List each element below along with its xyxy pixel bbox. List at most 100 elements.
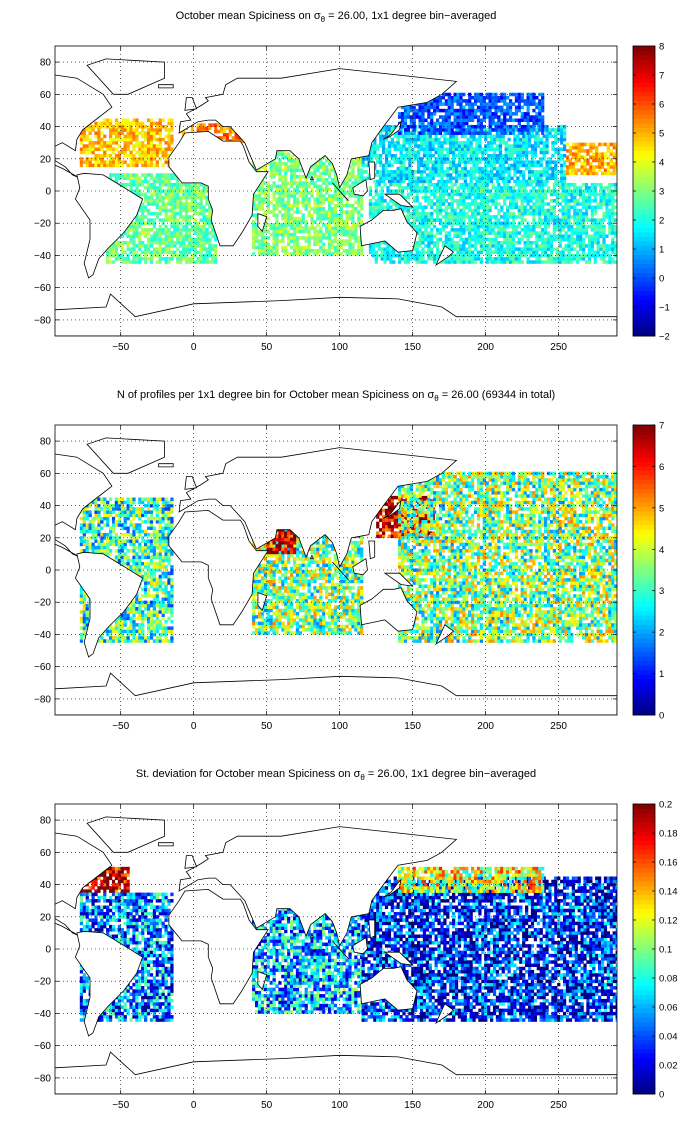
data-bin [187, 208, 192, 213]
data-bin [408, 153, 412, 158]
data-bin [167, 231, 171, 235]
data-bin [252, 197, 256, 201]
data-bin [527, 141, 532, 145]
data-bin [287, 187, 291, 192]
data-bin [187, 202, 192, 206]
data-bin [149, 199, 154, 203]
data-bin [298, 191, 302, 195]
data-bin [544, 218, 548, 222]
data-bin [519, 160, 523, 164]
data-bin [126, 128, 130, 132]
data-bin [497, 99, 501, 103]
data-bin [535, 195, 539, 200]
data-bin [415, 205, 419, 210]
data-bin [327, 232, 332, 237]
data-bin [109, 250, 113, 255]
data-bin [330, 197, 335, 201]
data-bin [517, 205, 521, 210]
data-bin [546, 247, 551, 251]
data-bin [389, 189, 393, 193]
data-bin [167, 218, 171, 222]
data-bin [184, 250, 189, 255]
data-bin [523, 205, 527, 210]
data-bin [345, 249, 349, 253]
data-bin [435, 231, 440, 235]
data-bin [144, 153, 148, 158]
data-bin [257, 203, 262, 208]
data-bin [481, 134, 485, 139]
data-bin [399, 160, 403, 164]
data-bin [240, 139, 244, 143]
data-bin [327, 187, 332, 192]
data-bin [379, 137, 383, 142]
data-bin [158, 247, 162, 251]
data-bin [415, 195, 419, 200]
data-bin [435, 105, 440, 110]
data-bin [146, 118, 151, 123]
data-bin [152, 144, 157, 148]
data-bin [357, 236, 361, 240]
data-bin [536, 160, 540, 164]
data-bin [351, 158, 355, 163]
data-bin [400, 189, 405, 193]
data-bin [457, 144, 462, 148]
data-bin [495, 173, 500, 177]
data-bin [149, 234, 154, 239]
data-bin [438, 195, 443, 200]
data-bin [167, 250, 171, 255]
data-bin [181, 129, 186, 134]
data-bin [325, 158, 329, 163]
data-bin [278, 171, 282, 176]
data-bin [144, 134, 148, 139]
data-bin [511, 231, 516, 235]
data-bin [211, 234, 215, 239]
data-bin [506, 128, 510, 132]
data-bin [292, 249, 297, 253]
data-bin [508, 231, 513, 235]
data-bin [161, 137, 165, 142]
data-bin [453, 131, 457, 135]
data-bin [199, 211, 203, 216]
data-bin [427, 182, 431, 187]
data-bin [295, 223, 300, 227]
data-bin [342, 239, 346, 243]
data-bin [126, 144, 130, 148]
data-bin [114, 128, 119, 132]
data-bin [482, 182, 486, 187]
data-bin [129, 121, 133, 126]
data-bin [450, 237, 454, 242]
data-bin [325, 191, 329, 195]
data-bin [304, 226, 308, 230]
data-bin [138, 257, 142, 261]
data-bin [494, 105, 498, 110]
data-bin [523, 228, 527, 232]
data-bin [450, 221, 454, 226]
data-bin [103, 144, 107, 148]
data-bin [468, 237, 472, 242]
data-bin [475, 147, 479, 152]
data-bin [202, 224, 206, 229]
data-bin [257, 239, 262, 243]
data-bin [460, 160, 465, 164]
data-bin [307, 226, 311, 230]
data-bin [433, 244, 437, 248]
data-bin [525, 134, 529, 139]
data-bin [295, 203, 300, 208]
data-bin [336, 203, 340, 208]
data-bin [527, 179, 532, 184]
data-bin [544, 244, 548, 248]
data-bin [330, 165, 335, 169]
data-bin [260, 232, 265, 237]
data-bin [287, 165, 291, 169]
data-bin [284, 165, 288, 169]
data-bin [257, 229, 262, 234]
data-bin [399, 179, 403, 184]
data-bin [386, 205, 390, 210]
data-bin [541, 186, 545, 190]
data-bin [292, 242, 297, 247]
data-bin [146, 131, 151, 135]
data-bin [307, 197, 311, 201]
data-bin [319, 200, 323, 205]
data-bin [374, 211, 378, 216]
data-bin [387, 147, 392, 152]
